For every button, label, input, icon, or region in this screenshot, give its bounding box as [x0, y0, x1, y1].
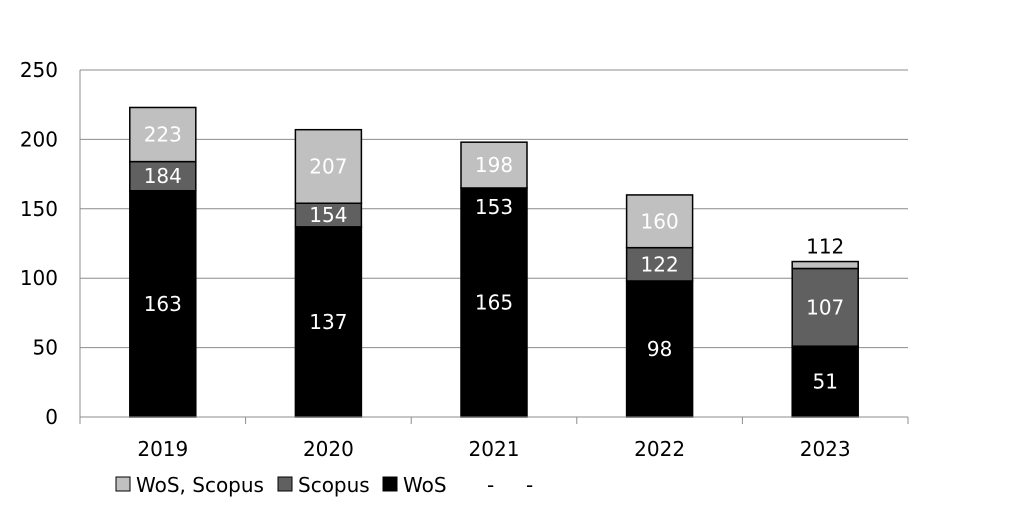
x-tick-label: 2020	[303, 437, 354, 461]
data-label: 154	[309, 203, 347, 227]
bar-segment-scopus	[129, 160, 197, 192]
bars: 163 184 223 137 154 207 165 153 198 98 122 160 51 107…	[129, 106, 859, 418]
x-axis	[79, 70, 909, 424]
bar-segment-wos	[791, 345, 859, 418]
legend-swatch	[115, 476, 131, 492]
y-tick-label: 250	[20, 58, 58, 82]
legend-swatch	[382, 476, 398, 492]
data-label: 112	[806, 235, 844, 259]
y-tick-label: 200	[20, 127, 58, 151]
legend-swatch	[277, 476, 293, 492]
data-label: 160	[641, 209, 679, 233]
data-label: 153	[475, 195, 513, 219]
y-tick-label: 100	[20, 266, 58, 290]
legend-trailing-mark: -	[526, 473, 533, 497]
x-tick-label: 2023	[800, 437, 851, 461]
bar-segment-scopus	[791, 267, 859, 347]
bar-segment-wos-scopus	[791, 260, 859, 270]
bar-segment-wos-scopus	[625, 194, 694, 249]
x-tick-label: 2019	[137, 437, 188, 461]
y-axis-tick-labels: 0 50 100 150 200 250	[20, 58, 58, 429]
y-tick-label: 50	[33, 336, 58, 360]
data-label: 163	[144, 292, 182, 316]
data-label: 137	[309, 310, 347, 334]
bar-segment-wos	[129, 190, 197, 418]
legend-trailing-mark: -	[487, 473, 494, 497]
data-label: 165	[475, 290, 513, 314]
legend-label: Scopus	[298, 473, 370, 497]
legend-label: WoS, Scopus	[136, 473, 264, 497]
data-label: 107	[806, 295, 844, 319]
data-label: 51	[812, 370, 837, 394]
data-label: 223	[144, 123, 182, 147]
data-label: 207	[309, 154, 347, 178]
legend: WoS, Scopus Scopus WoS - -	[115, 473, 533, 497]
legend-label: WoS	[403, 473, 447, 497]
bar-segment-scopus	[625, 246, 694, 282]
data-label: 184	[144, 164, 182, 188]
y-tick-label: 0	[45, 405, 58, 429]
data-label: 122	[641, 252, 679, 276]
x-tick-label: 2022	[634, 437, 685, 461]
x-axis-tick-labels: 2019 2020 2021 2022 2023	[137, 437, 850, 461]
bar-segment-wos	[625, 280, 694, 418]
bar-segment-wos-scopus	[460, 141, 528, 189]
bar-segment-wos-scopus	[129, 106, 197, 163]
bar-segment-wos-scopus	[294, 128, 363, 204]
x-tick-label: 2021	[469, 437, 520, 461]
data-label: 98	[647, 337, 672, 361]
y-tick-label: 150	[20, 197, 58, 221]
data-label: 198	[475, 153, 513, 177]
